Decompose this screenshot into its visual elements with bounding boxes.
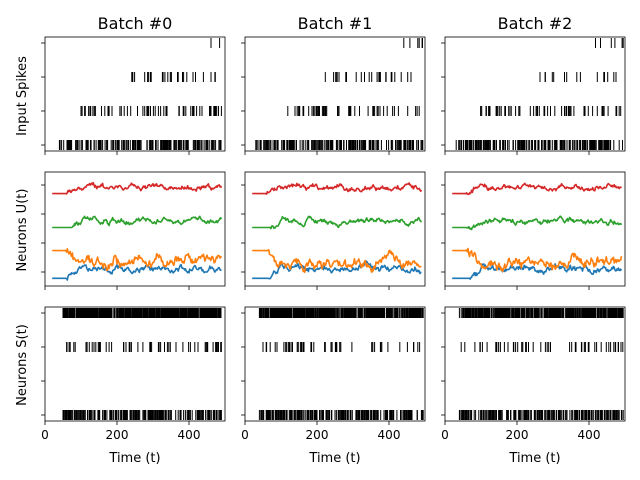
plot-area: [52, 181, 223, 281]
spike-train: [258, 308, 424, 318]
membrane-series: [252, 182, 423, 195]
plot-area: [258, 308, 424, 420]
column-titles: Batch #0 Batch #1 Batch #2: [98, 14, 573, 33]
x-tick-label: 200: [106, 428, 129, 442]
column-title: Batch #1: [298, 14, 373, 33]
axes-frame: [444, 306, 626, 422]
axes-frame: [44, 171, 226, 287]
panel: [241, 171, 426, 290]
membrane-series: [52, 248, 223, 272]
x-axis-labels: Time (t) Time (t) Time (t): [108, 451, 560, 466]
spike-train: [539, 72, 617, 82]
spike-train: [403, 38, 423, 48]
spike-train: [460, 342, 624, 352]
x-tick-label: 400: [178, 428, 201, 442]
panel: 0 200 400: [441, 306, 626, 442]
x-tick-label: 400: [578, 428, 601, 442]
membrane-series: [52, 215, 223, 229]
axes-frame: [244, 171, 426, 287]
spike-train: [210, 38, 221, 48]
spike-train: [324, 72, 412, 82]
spike-train: [255, 140, 424, 150]
y-axis-label: Input Spikes: [15, 56, 30, 136]
membrane-series: [252, 215, 423, 230]
plot-area: [252, 182, 423, 280]
x-tick-label: 200: [506, 428, 529, 442]
membrane-series: [452, 182, 623, 196]
plot-area: [458, 308, 624, 420]
spike-train: [458, 308, 624, 318]
panel: [441, 171, 626, 290]
membrane-series: [452, 215, 623, 231]
x-tick-label: 200: [306, 428, 329, 442]
column-title: Batch #2: [498, 14, 573, 33]
panel: [241, 36, 426, 155]
y-axis-label: Neurons S(t): [15, 324, 30, 406]
axes-frame: [244, 306, 426, 422]
spike-train: [455, 140, 623, 150]
spike-train: [458, 410, 624, 420]
plot-area: [255, 38, 424, 150]
panel: 0 200 400: [241, 306, 426, 442]
panel: [41, 171, 226, 290]
axes-frame: [444, 36, 626, 152]
y-axis-label: Neurons U(t): [15, 189, 30, 272]
x-tick-label: 400: [378, 428, 401, 442]
spike-train: [480, 106, 622, 116]
panel: [441, 36, 626, 155]
axes-frame: [44, 306, 226, 422]
spike-train: [58, 140, 222, 150]
row-labels: Input Spikes Neurons U(t) Neurons S(t): [15, 56, 30, 406]
axes-frame: [244, 36, 426, 152]
membrane-series: [52, 263, 222, 281]
column-title: Batch #0: [98, 14, 173, 33]
x-tick-label: 0: [441, 428, 449, 442]
x-axis-label: Time (t): [308, 451, 360, 466]
plot-area: [452, 182, 623, 280]
membrane-series: [252, 260, 422, 280]
panel: [41, 36, 226, 155]
membrane-series: [452, 263, 623, 280]
panel: 0 200 400: [41, 306, 226, 442]
spike-train: [66, 342, 222, 352]
panels: 0 200 400 0 200 400 0 200 400: [41, 36, 626, 442]
membrane-series: [52, 181, 223, 195]
x-tick-label: 0: [241, 428, 249, 442]
spike-train: [595, 38, 624, 48]
plot-area: [62, 308, 222, 420]
axes-frame: [444, 171, 626, 287]
membrane-series: [452, 247, 623, 273]
spike-train: [131, 72, 216, 82]
spike-train: [62, 308, 222, 318]
spike-train: [287, 106, 420, 116]
spike-train: [80, 106, 222, 116]
membrane-series: [252, 249, 422, 274]
spike-train: [262, 342, 421, 352]
spike-train: [258, 410, 424, 420]
spike-train: [62, 410, 222, 420]
axes-frame: [44, 36, 226, 152]
x-tick-label: 0: [41, 428, 49, 442]
x-axis-label: Time (t): [108, 451, 160, 466]
plot-area: [58, 38, 222, 150]
plot-area: [455, 38, 624, 150]
x-axis-label: Time (t): [508, 451, 560, 466]
